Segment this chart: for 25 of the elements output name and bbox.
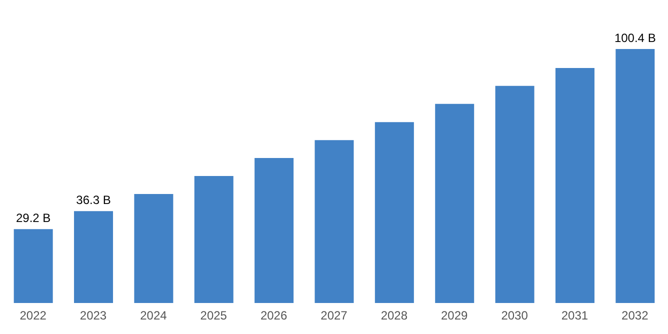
bar <box>254 158 294 303</box>
data-label: 36.3 B <box>76 193 111 208</box>
x-tick-label: 2026 <box>260 308 288 323</box>
bar <box>314 140 354 303</box>
x-tick-label: 2028 <box>380 308 408 323</box>
x-tick-label: 2030 <box>501 308 528 323</box>
bar <box>495 86 534 303</box>
data-label: 100.4 B <box>614 31 656 45</box>
x-tick-label: 2022 <box>20 308 47 323</box>
x-tick-label: 2032 <box>622 308 649 323</box>
bar <box>194 176 234 303</box>
bar <box>374 122 414 303</box>
bar <box>616 49 655 303</box>
x-tick-label: 2031 <box>561 308 588 323</box>
x-tick-label: 2024 <box>140 308 168 323</box>
x-tick-label: 2023 <box>80 308 107 323</box>
data-label: 29.2 B <box>16 211 51 226</box>
bar <box>435 104 474 303</box>
bar <box>134 194 174 303</box>
x-tick-label: 2025 <box>200 308 228 323</box>
x-tick-label: 2029 <box>441 308 468 323</box>
bar <box>74 211 114 303</box>
bar <box>14 229 53 303</box>
x-tick-label: 2027 <box>320 308 348 323</box>
bar <box>555 68 594 303</box>
